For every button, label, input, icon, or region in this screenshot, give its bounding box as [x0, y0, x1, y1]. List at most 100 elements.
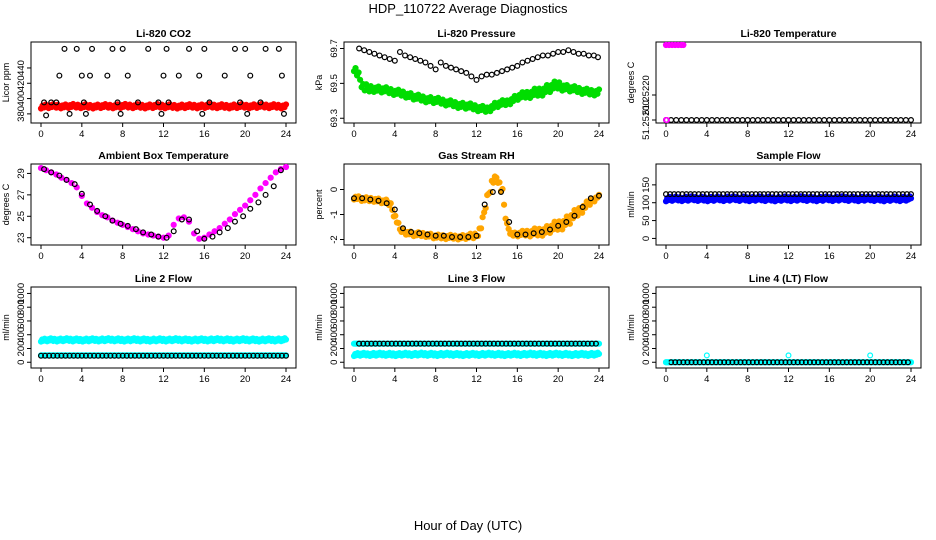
- x-tick-label: 4: [79, 251, 84, 262]
- data-point: [836, 116, 843, 123]
- panel-frame: [655, 286, 922, 369]
- data-point: [463, 69, 470, 76]
- data-point: [56, 72, 63, 79]
- data-point: [816, 116, 823, 123]
- data-point: [80, 99, 87, 106]
- y-axis-label: ml/min: [314, 314, 324, 341]
- data-point: [696, 359, 703, 366]
- data-point: [827, 359, 834, 366]
- data-point: [902, 116, 909, 123]
- data-point: [283, 352, 290, 359]
- data-point: [46, 352, 53, 359]
- data-point: [267, 174, 274, 181]
- data-point: [907, 195, 915, 202]
- x-tick-label: 12: [783, 129, 794, 140]
- data-point: [662, 359, 669, 366]
- data-point: [175, 72, 182, 79]
- data-point: [671, 191, 678, 198]
- x-tick-label: 12: [158, 374, 169, 385]
- data-point: [775, 116, 782, 123]
- y-tick-label: 800: [329, 299, 340, 315]
- x-tick-label: 8: [745, 374, 750, 385]
- data-point: [550, 50, 557, 57]
- data-point: [872, 359, 879, 366]
- y-tick-label: 800: [16, 299, 27, 315]
- data-point: [580, 340, 587, 347]
- data-point: [509, 64, 516, 71]
- data-point: [247, 72, 254, 79]
- data-point: [774, 359, 781, 366]
- data-point: [523, 340, 530, 347]
- data-point: [433, 340, 440, 347]
- data-point: [409, 340, 416, 347]
- data-point: [814, 191, 821, 198]
- panel-rh: Gas Stream RH percent 0 4 8 12 16 20 24 -2 -1 0: [314, 150, 610, 262]
- data-point: [405, 340, 412, 347]
- data-point: [206, 99, 213, 106]
- data-point: [687, 191, 694, 198]
- y-tick-label: 1000: [641, 283, 652, 304]
- series-pressure-green: [350, 64, 603, 115]
- data-point: [102, 213, 109, 220]
- y-tick-label: 440: [16, 60, 27, 76]
- data-point: [37, 164, 45, 172]
- data-point: [801, 191, 808, 198]
- x-tick-label: 16: [512, 251, 523, 262]
- data-point: [454, 340, 461, 347]
- data-point: [744, 116, 751, 123]
- data-point: [240, 213, 247, 220]
- x-tick-label: 12: [158, 251, 169, 262]
- data-point: [392, 340, 399, 347]
- data-point: [748, 191, 755, 198]
- data-point: [114, 99, 121, 106]
- data-point: [724, 116, 731, 123]
- data-point: [579, 204, 586, 211]
- data-point: [155, 99, 162, 106]
- data-point: [720, 191, 727, 198]
- y-tick-label: 0: [641, 236, 652, 241]
- data-point: [514, 231, 521, 238]
- data-point: [53, 171, 60, 178]
- x-tick-label: 0: [38, 374, 43, 385]
- x-tick-label: 24: [594, 251, 605, 262]
- data-point: [595, 86, 603, 93]
- data-point: [247, 197, 254, 204]
- data-point: [778, 359, 785, 366]
- data-point: [221, 72, 228, 79]
- series-line4-cyan-spikes: [662, 352, 874, 366]
- series-line4-black: [668, 359, 911, 366]
- data-point: [546, 226, 553, 233]
- data-point: [850, 191, 857, 198]
- x-tick-label: 0: [663, 129, 668, 140]
- data-point: [728, 191, 735, 198]
- y-tick-label: 200: [16, 341, 27, 357]
- data-point: [773, 191, 780, 198]
- data-point: [429, 340, 436, 347]
- x-tick-label: 12: [158, 129, 169, 140]
- data-point: [58, 352, 65, 359]
- series-pressure-black: [356, 45, 601, 83]
- data-point: [691, 191, 698, 198]
- data-point: [892, 116, 899, 123]
- x-axis-title: Hour of Day (UTC): [413, 518, 523, 533]
- data-point: [238, 352, 245, 359]
- data-point: [904, 359, 911, 366]
- data-point: [82, 110, 89, 117]
- data-point: [422, 59, 429, 66]
- data-point: [103, 352, 110, 359]
- panel-frame: [655, 41, 922, 124]
- data-point: [534, 54, 541, 61]
- data-point: [707, 191, 714, 198]
- data-point: [830, 191, 837, 198]
- data-point: [756, 191, 763, 198]
- x-tick-label: 24: [281, 374, 292, 385]
- data-point: [875, 191, 882, 198]
- data-point: [519, 340, 526, 347]
- panel-co2: Li-820 CO2 Licor ppm 0 4 8 12 16 20 24 3804004204…: [1, 28, 297, 140]
- data-point: [380, 340, 387, 347]
- panel-line2: Line 2 Flow ml/min 0 4 8 12 16 20 24 0 20040060080…: [1, 273, 297, 385]
- data-point: [468, 73, 475, 80]
- data-point: [158, 110, 165, 117]
- data-point: [692, 359, 699, 366]
- series-temperature-magenta: [662, 41, 687, 49]
